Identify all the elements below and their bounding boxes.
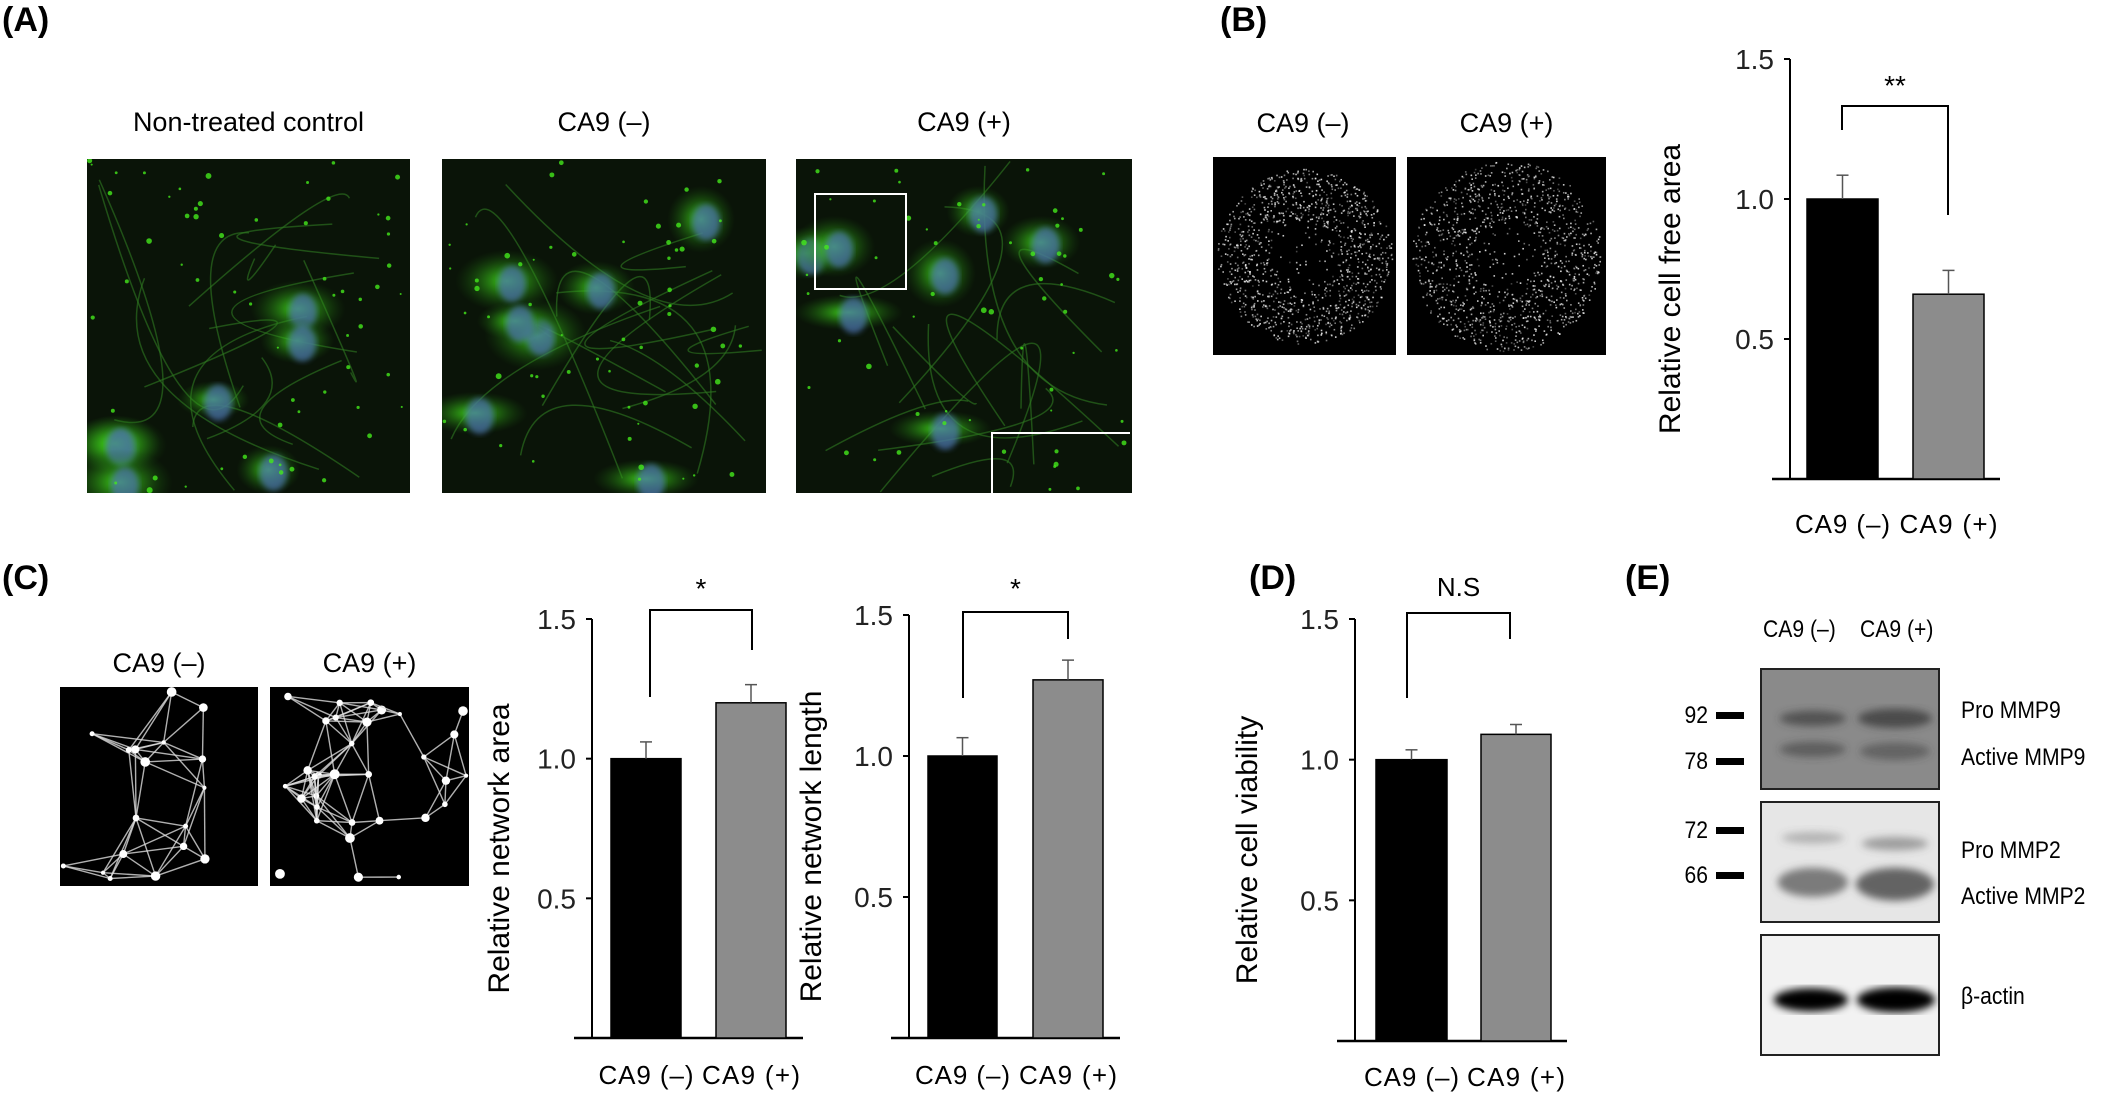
y-tick-label: 0.5 (1735, 324, 1774, 355)
mw-marker-dash (1716, 758, 1744, 765)
y-axis-label: Relative cell free area (1654, 144, 1687, 434)
bar-ca9-minus (1806, 198, 1879, 480)
mw-marker-72: 72 (1684, 817, 1708, 844)
panel-label-d: (D) (1249, 559, 1297, 597)
y-axis-label: Relative network area (483, 703, 516, 993)
mw-marker-92: 92 (1684, 702, 1708, 729)
band-label-active-mmp2: Active MMP2 (1961, 883, 2086, 910)
significance-label: * (696, 573, 707, 604)
image-title-ca9-minus: CA9 (–) (1256, 108, 1350, 138)
x-tick-label: CA9 (–) (599, 1060, 694, 1090)
bar-ca9-plus (1032, 679, 1104, 1039)
micrograph (442, 159, 766, 493)
micrograph (87, 159, 410, 493)
y-axis-label: Relative network length (795, 691, 828, 1003)
y-tick-label: 0.5 (854, 882, 893, 913)
mw-marker-dash (1716, 712, 1744, 719)
y-tick-label: 1.5 (1735, 44, 1774, 75)
x-tick-label: CA9 (+) (1900, 509, 1998, 539)
image-title-ca9-plus: CA9 (+) (1459, 108, 1554, 138)
band-label-pro-mmp2: Pro MMP2 (1961, 837, 2061, 864)
fluorescence-image-control (87, 159, 410, 493)
lane-label-ca9-minus: CA9 (–) (1763, 616, 1836, 643)
wound-micrograph (1217, 168, 1394, 345)
panel-label-c: (C) (2, 559, 50, 597)
lane-label-ca9-plus: CA9 (+) (1860, 616, 1934, 643)
significance-bracket (649, 609, 753, 697)
western-blot-mmp2 (1760, 801, 1940, 923)
significance-bracket (962, 611, 1069, 698)
mw-marker-dash (1716, 872, 1744, 879)
bar-ca9-minus (927, 755, 998, 1039)
image-title-ca9-plus: CA9 (+) (917, 107, 1011, 137)
mw-marker-66: 66 (1684, 862, 1708, 889)
y-axis-label: Relative cell viability (1231, 716, 1264, 984)
band-label-pro-mmp9: Pro MMP9 (1961, 697, 2061, 724)
mw-marker-dash (1716, 827, 1744, 834)
significance-bracket (1841, 105, 1949, 215)
mw-marker-78: 78 (1684, 748, 1708, 775)
image-title-non-treated: Non-treated control (132, 107, 365, 137)
x-tick-label: CA9 (–) (1795, 509, 1890, 539)
x-tick-label: CA9 (+) (1467, 1062, 1565, 1092)
bar-chart-0: 0.5 1.0 1.5 Relative cell free area CA9 (–) C… (1654, 44, 2000, 539)
tube-micrograph (60, 687, 210, 882)
western-blot-mmp9 (1760, 668, 1940, 790)
wound-image-ca9-minus (1213, 157, 1396, 355)
band-label-active-mmp9: Active MMP9 (1961, 744, 2086, 771)
significance-label: ** (1884, 70, 1906, 101)
wound-micrograph (1412, 161, 1602, 353)
bar-ca9-minus (1375, 758, 1448, 1042)
inset-region-box (814, 193, 907, 290)
western-blot-beta-actin (1760, 934, 1940, 1056)
x-tick-label: CA9 (–) (915, 1060, 1010, 1090)
bar-ca9-plus (715, 702, 787, 1039)
tube-micrograph (275, 692, 469, 882)
significance-bracket (1406, 612, 1511, 698)
y-tick-label: 1.0 (854, 741, 893, 772)
x-tick-label: CA9 (+) (702, 1060, 800, 1090)
panel-label-a: (A) (2, 1, 50, 39)
tube-formation-image-ca9-minus (60, 687, 258, 886)
bar-ca9-plus (1912, 293, 1985, 480)
x-tick-label: CA9 (–) (1364, 1062, 1459, 1092)
inset-magnified-box (991, 432, 1130, 493)
significance-label: N.S (1437, 572, 1480, 602)
bar-chart-1: 0.5 1.0 1.5 Relative network area CA9 (–) CA9… (483, 573, 803, 1090)
y-tick-label: 1.5 (1300, 604, 1339, 635)
fluorescence-image-ca9-minus (442, 159, 766, 493)
image-title-ca9-plus: CA9 (+) (322, 648, 417, 678)
image-title-ca9-minus: CA9 (–) (557, 107, 651, 137)
wound-image-ca9-plus (1407, 157, 1606, 355)
fluorescence-image-ca9-plus (796, 159, 1132, 493)
y-tick-label: 1.5 (854, 600, 893, 631)
micrograph (796, 159, 1132, 493)
image-title-ca9-minus: CA9 (–) (112, 648, 206, 678)
y-tick-label: 1.0 (1300, 745, 1339, 776)
band-label-beta-actin: β-actin (1961, 983, 2025, 1010)
y-tick-label: 0.5 (537, 883, 576, 914)
y-tick-label: 1.0 (1735, 184, 1774, 215)
panel-label-e: (E) (1625, 559, 1671, 597)
y-tick-label: 1.5 (537, 604, 576, 635)
tube-formation-image-ca9-plus (270, 687, 469, 886)
y-tick-label: 1.0 (537, 744, 576, 775)
panel-label-b: (B) (1220, 1, 1268, 39)
bar-ca9-plus (1480, 733, 1552, 1042)
significance-label: * (1010, 573, 1021, 604)
x-tick-label: CA9 (+) (1019, 1060, 1117, 1090)
bar-ca9-minus (610, 757, 682, 1039)
bar-chart-2: 0.5 1.0 1.5 Relative network length CA9 (–) C… (795, 573, 1120, 1090)
bar-chart-3: 0.5 1.0 1.5 Relative cell viability CA9 (–) C… (1231, 572, 1567, 1092)
y-tick-label: 0.5 (1300, 885, 1339, 916)
